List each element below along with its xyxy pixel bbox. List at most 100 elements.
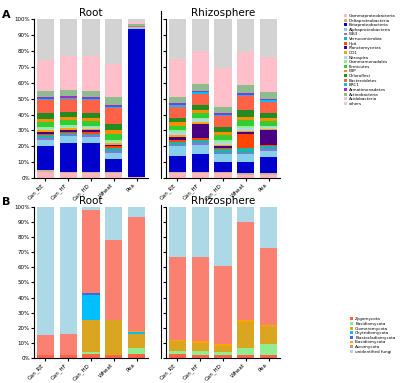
Bar bbox=[237, 162, 254, 173]
Bar bbox=[60, 173, 77, 178]
Bar bbox=[192, 143, 209, 145]
Bar bbox=[105, 240, 122, 320]
Bar bbox=[105, 130, 122, 134]
Bar bbox=[237, 173, 254, 175]
Bar bbox=[192, 110, 209, 113]
Bar bbox=[60, 127, 77, 128]
Bar bbox=[192, 51, 209, 84]
Bar bbox=[214, 346, 232, 352]
Bar bbox=[37, 91, 54, 97]
Bar bbox=[260, 175, 277, 178]
Bar bbox=[169, 172, 186, 173]
Bar bbox=[237, 148, 254, 153]
Bar bbox=[237, 52, 254, 85]
Bar bbox=[128, 218, 145, 331]
Bar bbox=[37, 336, 54, 355]
Bar bbox=[82, 210, 100, 293]
Bar bbox=[214, 140, 232, 142]
Bar bbox=[169, 103, 186, 105]
Bar bbox=[260, 126, 277, 127]
Bar bbox=[192, 154, 209, 172]
Bar bbox=[214, 135, 232, 140]
Bar bbox=[169, 173, 186, 178]
Bar bbox=[60, 334, 77, 355]
Bar bbox=[128, 334, 145, 347]
Bar bbox=[60, 131, 77, 133]
Bar bbox=[60, 19, 77, 56]
Bar bbox=[128, 27, 145, 29]
Bar bbox=[82, 134, 100, 135]
Bar bbox=[192, 123, 209, 124]
Bar bbox=[192, 145, 209, 154]
Bar bbox=[128, 26, 145, 27]
Bar bbox=[169, 123, 186, 126]
Bar bbox=[192, 92, 209, 94]
Bar bbox=[82, 100, 100, 113]
Bar bbox=[82, 129, 100, 130]
Bar bbox=[105, 143, 122, 145]
Bar bbox=[169, 135, 186, 137]
Bar bbox=[169, 59, 186, 97]
Bar bbox=[214, 115, 232, 116]
Bar bbox=[192, 118, 209, 119]
Bar bbox=[260, 145, 277, 146]
Bar bbox=[37, 135, 54, 138]
Bar bbox=[37, 170, 54, 172]
Bar bbox=[169, 137, 186, 140]
Bar bbox=[60, 143, 77, 172]
Bar bbox=[237, 85, 254, 93]
Bar bbox=[37, 130, 54, 132]
Bar bbox=[192, 342, 209, 343]
Bar bbox=[169, 130, 186, 132]
Bar bbox=[237, 320, 254, 322]
Bar bbox=[169, 354, 186, 358]
Bar bbox=[37, 113, 54, 119]
Bar bbox=[169, 156, 186, 172]
Bar bbox=[82, 91, 100, 97]
Text: A: A bbox=[2, 10, 11, 20]
Bar bbox=[82, 207, 100, 210]
Bar bbox=[82, 113, 100, 118]
Bar bbox=[128, 207, 145, 218]
Legend: Gammaproteobacteria, Deltaproteobacteria, Betaproteobacteria, Alphaproteobacteri: Gammaproteobacteria, Deltaproteobacteria… bbox=[343, 13, 396, 106]
Bar bbox=[192, 350, 209, 355]
Bar bbox=[82, 293, 100, 295]
Bar bbox=[237, 322, 254, 347]
Bar bbox=[237, 128, 254, 131]
Bar bbox=[192, 105, 209, 110]
Title: Root: Root bbox=[79, 8, 103, 18]
Bar bbox=[192, 257, 209, 342]
Bar bbox=[60, 112, 77, 117]
Bar bbox=[214, 173, 232, 178]
Bar bbox=[105, 64, 122, 97]
Bar bbox=[214, 132, 232, 135]
Bar bbox=[60, 120, 77, 125]
Bar bbox=[82, 143, 100, 172]
Bar bbox=[128, 332, 145, 334]
Bar bbox=[37, 119, 54, 123]
Bar bbox=[37, 140, 54, 146]
Bar bbox=[60, 56, 77, 90]
Bar bbox=[214, 116, 232, 127]
Bar bbox=[192, 84, 209, 91]
Bar bbox=[128, 331, 145, 332]
Bar bbox=[82, 295, 100, 320]
Bar bbox=[169, 140, 186, 142]
Bar bbox=[237, 355, 254, 358]
Bar bbox=[192, 355, 209, 358]
Bar bbox=[37, 97, 54, 98]
Bar bbox=[37, 146, 54, 170]
Bar bbox=[237, 96, 254, 110]
Bar bbox=[237, 153, 254, 154]
Bar bbox=[60, 130, 77, 131]
Bar bbox=[169, 257, 186, 340]
Bar bbox=[105, 148, 122, 151]
Bar bbox=[237, 347, 254, 355]
Bar bbox=[128, 22, 145, 24]
Bar bbox=[260, 130, 277, 145]
Bar bbox=[260, 325, 277, 326]
Bar bbox=[37, 129, 54, 130]
Bar bbox=[260, 146, 277, 149]
Bar bbox=[214, 148, 232, 149]
Bar bbox=[169, 126, 186, 130]
